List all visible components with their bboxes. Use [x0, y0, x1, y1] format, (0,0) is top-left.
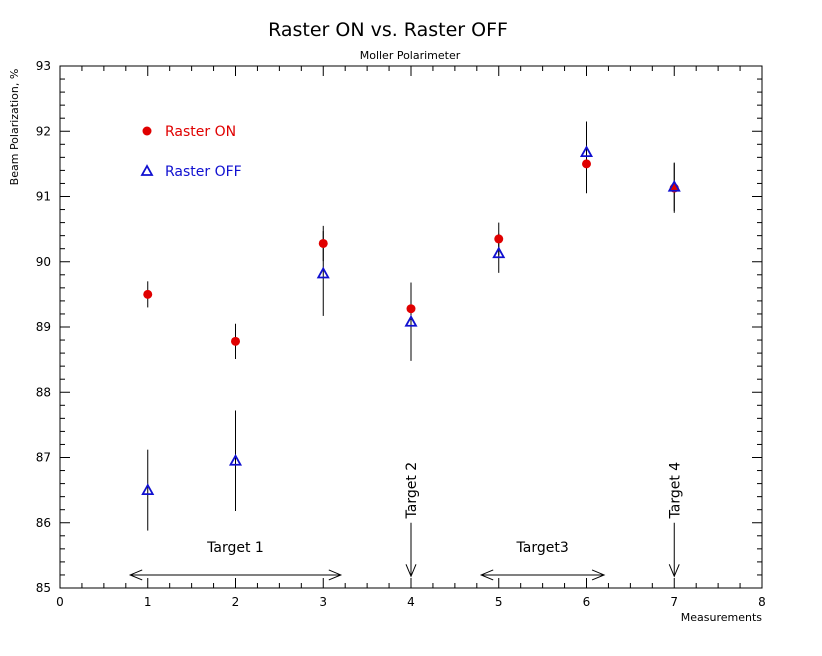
x-tick-label: 8 — [758, 595, 766, 609]
y-tick-label: 89 — [36, 320, 51, 334]
raster-off-point — [579, 145, 594, 158]
legend: Raster ON Raster OFF — [140, 124, 242, 180]
raster-off-point — [228, 453, 243, 466]
raster-on-point — [231, 336, 240, 346]
chart-title: Raster ON vs. Raster OFF — [268, 19, 508, 41]
annotation-arrowhead-target3 — [479, 569, 494, 581]
x-tick-label: 5 — [495, 595, 503, 609]
annotation-label-target-1: Target 1 — [206, 540, 264, 556]
annotation-label-target-4: Target 4 — [667, 462, 683, 520]
raster-on-point — [143, 289, 153, 299]
legend-label-raster-off: Raster OFF — [165, 164, 242, 180]
x-tick-label: 7 — [670, 595, 678, 609]
raster-off-point — [492, 246, 506, 259]
axis-ticks — [59, 65, 763, 589]
x-tick-labels: 0 1 2 3 4 5 6 7 8 — [56, 595, 766, 609]
y-tick-label: 87 — [36, 451, 51, 465]
raster-on-point — [318, 238, 328, 248]
x-tick-label: 3 — [319, 595, 327, 609]
y-tick-label: 92 — [36, 124, 51, 138]
y-tick-label: 91 — [36, 190, 51, 204]
data-series — [141, 121, 681, 531]
raster-off-point — [141, 483, 155, 496]
y-tick-label: 93 — [36, 59, 51, 73]
raster-on-point — [406, 304, 416, 314]
x-tick-label: 0 — [56, 595, 64, 609]
x-tick-label: 2 — [232, 595, 240, 609]
annotation-arrowhead-target-1 — [128, 569, 143, 581]
y-tick-label: 88 — [36, 385, 51, 399]
annotation-arrowhead-target-1 — [328, 569, 343, 581]
raster-off-point — [316, 266, 330, 279]
y-tick-label: 86 — [36, 516, 51, 530]
x-axis-label: Measurements — [681, 611, 763, 624]
y-tick-label: 90 — [36, 255, 51, 269]
annotation-arrowhead-target-2 — [405, 564, 417, 578]
x-tick-label: 6 — [583, 595, 591, 609]
annotation-label-target-2: Target 2 — [404, 462, 420, 520]
y-axis-label: Beam Polarization, % — [8, 69, 21, 186]
legend-label-raster-on: Raster ON — [165, 124, 236, 140]
raster-on-point — [582, 159, 591, 169]
y-tick-label: 85 — [36, 581, 51, 595]
y-tick-labels: 85 86 87 88 89 90 91 92 93 — [36, 59, 51, 595]
raster-off-point — [404, 314, 418, 327]
target-annotations: Target 1 Target 2 Target3 Target 4 — [128, 462, 683, 581]
x-tick-label: 4 — [407, 595, 415, 609]
annotation-arrowhead-target3 — [591, 569, 606, 581]
legend-marker-raster-off — [140, 164, 154, 176]
raster-off-point — [667, 179, 681, 192]
annotation-label-target3: Target3 — [516, 540, 569, 556]
chart-subtitle: Moller Polarimeter — [360, 49, 461, 62]
raster-on-point — [494, 234, 504, 244]
x-tick-label: 1 — [144, 595, 152, 609]
annotation-arrowhead-target-4 — [668, 564, 680, 578]
legend-marker-raster-on — [142, 126, 152, 136]
